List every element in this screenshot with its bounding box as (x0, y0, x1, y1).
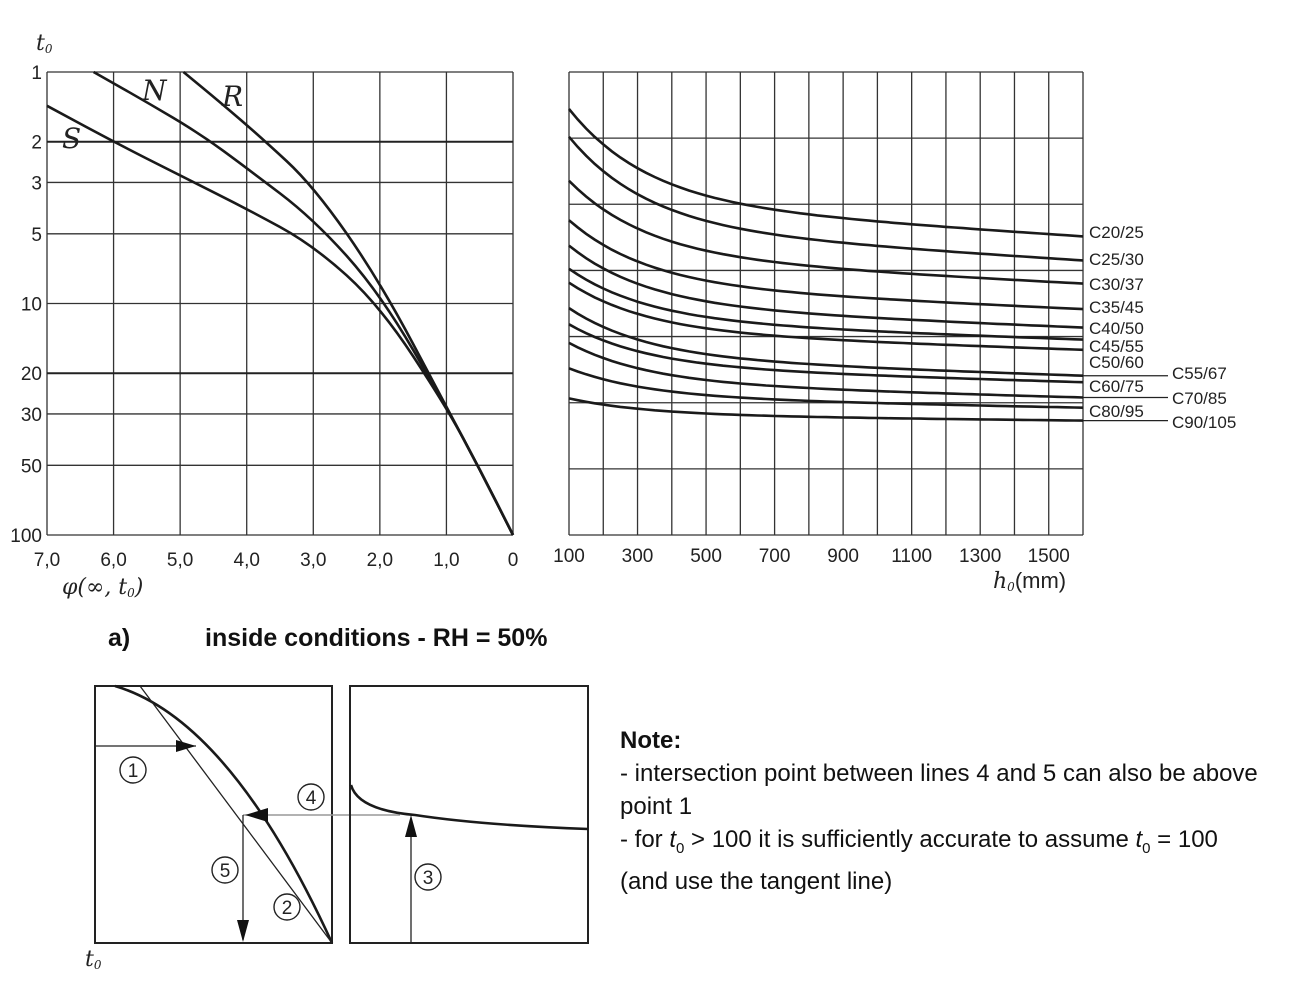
left-y-tick: 1 (31, 63, 42, 84)
right-x-tick: 300 (622, 546, 654, 567)
curve-C40-50 (568, 244, 1084, 329)
right-x-tick: 1300 (959, 546, 1001, 567)
left-chart-curves (46, 70, 515, 536)
curve-label-R: R (221, 80, 243, 113)
curve-C60-75 (568, 323, 1084, 384)
marker-1: 1 (119, 756, 147, 784)
series-label-C80-95: C80/95 (1089, 402, 1144, 421)
left-x-axis-label: φ(∞, t0) (62, 575, 143, 600)
curve-label-N: N (141, 74, 168, 107)
left-x-tick: 4,0 (234, 550, 260, 571)
curve-C90-105 (568, 397, 1084, 422)
left-y-tick: 50 (21, 456, 42, 477)
schematic-arrowhead-1 (176, 740, 196, 752)
series-label-C20-25: C20/25 (1089, 223, 1144, 242)
right-x-tick: 900 (827, 546, 859, 567)
curve-C50-60 (568, 281, 1084, 352)
curve-C25-30 (568, 135, 1084, 262)
curve-C35-45 (568, 219, 1084, 311)
series-label-C40-50: C40/50 (1089, 319, 1144, 338)
curve-label-S: S (62, 122, 81, 155)
left-y-tick: 10 (21, 295, 42, 316)
note-title: Note: (620, 727, 682, 754)
marker-4-label: 4 (306, 788, 317, 809)
series-label-C60-75: C60/75 (1089, 377, 1144, 396)
left-x-tick: 6,0 (100, 550, 126, 571)
series-label-C50-60: C50/60 (1089, 353, 1144, 372)
schematic-arrowhead-4 (245, 808, 268, 822)
right-chart-curves (568, 108, 1084, 422)
left-y-tick: 100 (10, 526, 42, 547)
series-label-C45-55: C45/55 (1089, 337, 1144, 356)
series-label-C25-30: C25/30 (1089, 250, 1144, 269)
left-x-tick: 3,0 (300, 550, 326, 571)
right-x-axis-label: h0(mm) (993, 568, 1066, 594)
schematic-right-curve (349, 784, 589, 831)
note-line-2: - for t0 > 100 it is sufficiently accura… (620, 826, 1218, 895)
left-x-tick: 0 (508, 550, 519, 571)
left-y-tick: 20 (21, 364, 42, 385)
left-x-tick: 2,0 (367, 550, 393, 571)
right-x-tick: 1100 (891, 546, 932, 567)
note-block: Note: - intersection point between lines… (620, 724, 1270, 898)
schematic-tangent-line (139, 685, 333, 944)
marker-4: 4 (297, 783, 325, 811)
left-x-tick: 1,0 (433, 550, 459, 571)
curve-C20-25 (568, 108, 1084, 238)
curve-C30-37 (568, 179, 1084, 285)
curve-C80-95 (568, 367, 1084, 409)
note-line-1: - intersection point between lines 4 and… (620, 760, 1258, 820)
schematic-right (349, 685, 589, 944)
schematic-arrowhead-3 (405, 815, 417, 837)
marker-2-label: 2 (282, 898, 293, 919)
left-chart-grid (46, 71, 514, 536)
left-chart-labels: 1 2 3 5 10 20 30 50 100 7,0 6,0 5,0 4,0 3,0 2,0 1,0 0 t0 φ… (10, 31, 518, 600)
series-label-C35-45: C35/45 (1089, 298, 1144, 317)
curve-S (46, 104, 515, 536)
left-y-tick: 2 (31, 133, 42, 154)
series-label-C55-67: C55/67 (1172, 364, 1227, 383)
curve-R (182, 70, 515, 536)
caption-text: inside conditions - RH = 50% (205, 624, 547, 652)
marker-5-label: 5 (220, 861, 231, 882)
left-x-tick: 7,0 (34, 550, 60, 571)
left-y-axis-label: t0 (36, 31, 53, 56)
left-x-tick: 5,0 (167, 550, 193, 571)
marker-1-label: 1 (128, 761, 139, 782)
left-y-tick: 5 (31, 225, 42, 246)
marker-2: 2 (273, 893, 301, 921)
schematic-left (94, 684, 400, 944)
curve-C45-55 (568, 267, 1084, 341)
left-y-tick: 3 (31, 173, 42, 194)
right-x-tick: 100 (553, 546, 585, 567)
curve-C55-67 (568, 307, 1084, 377)
right-x-tick: 1500 (1028, 546, 1070, 567)
schematic-right-frame (349, 685, 589, 944)
series-label-C90-105: C90/105 (1172, 413, 1236, 432)
marker-3: 3 (414, 863, 442, 891)
right-x-tick: 500 (690, 546, 722, 567)
left-y-tick: 30 (21, 405, 42, 426)
schematic-axis-label: t0 (85, 947, 102, 972)
schematic-arrowhead-5 (237, 920, 249, 942)
caption-letter: a) (108, 624, 130, 652)
curve-C70-85 (568, 341, 1084, 399)
series-label-C70-85: C70/85 (1172, 389, 1227, 408)
right-x-tick: 700 (759, 546, 791, 567)
marker-5: 5 (211, 856, 239, 884)
series-label-C30-37: C30/37 (1089, 275, 1144, 294)
schematic-curve (114, 684, 334, 944)
marker-3-label: 3 (423, 868, 434, 889)
